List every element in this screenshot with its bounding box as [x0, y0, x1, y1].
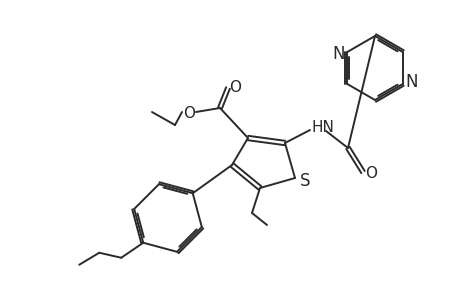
Text: O: O: [364, 166, 376, 181]
Text: O: O: [183, 106, 195, 121]
Text: N: N: [404, 73, 417, 91]
Text: O: O: [229, 80, 241, 94]
Text: HN: HN: [311, 121, 334, 136]
Text: S: S: [299, 172, 309, 190]
Text: N: N: [331, 45, 344, 63]
